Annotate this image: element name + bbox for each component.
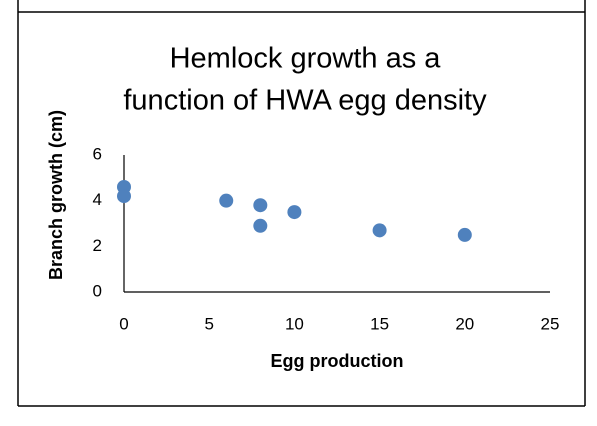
point (457, 227, 472, 242)
x-tick-label: 5 (204, 314, 213, 333)
y-axis-title: Branch growth (cm) (46, 110, 66, 280)
x-tick-label: 0 (119, 314, 128, 333)
point (117, 189, 131, 204)
x-tick-label: 25 (541, 314, 560, 333)
x-axis-title: Egg production (271, 351, 404, 371)
x-tick-label: 15 (370, 314, 389, 333)
y-tick-label: 6 (93, 144, 102, 163)
x-tick-label: 10 (285, 314, 304, 333)
chart-title: function of HWA egg density (123, 85, 487, 117)
chart-title: Hemlock growth as a (170, 43, 442, 75)
point (253, 198, 268, 213)
y-tick-label: 2 (93, 236, 102, 255)
point (219, 193, 234, 208)
x-tick-label: 20 (455, 314, 474, 333)
y-tick-label: 0 (93, 281, 102, 300)
point (287, 205, 302, 220)
point (372, 223, 387, 238)
point (253, 218, 268, 233)
y-tick-label: 4 (93, 190, 102, 209)
